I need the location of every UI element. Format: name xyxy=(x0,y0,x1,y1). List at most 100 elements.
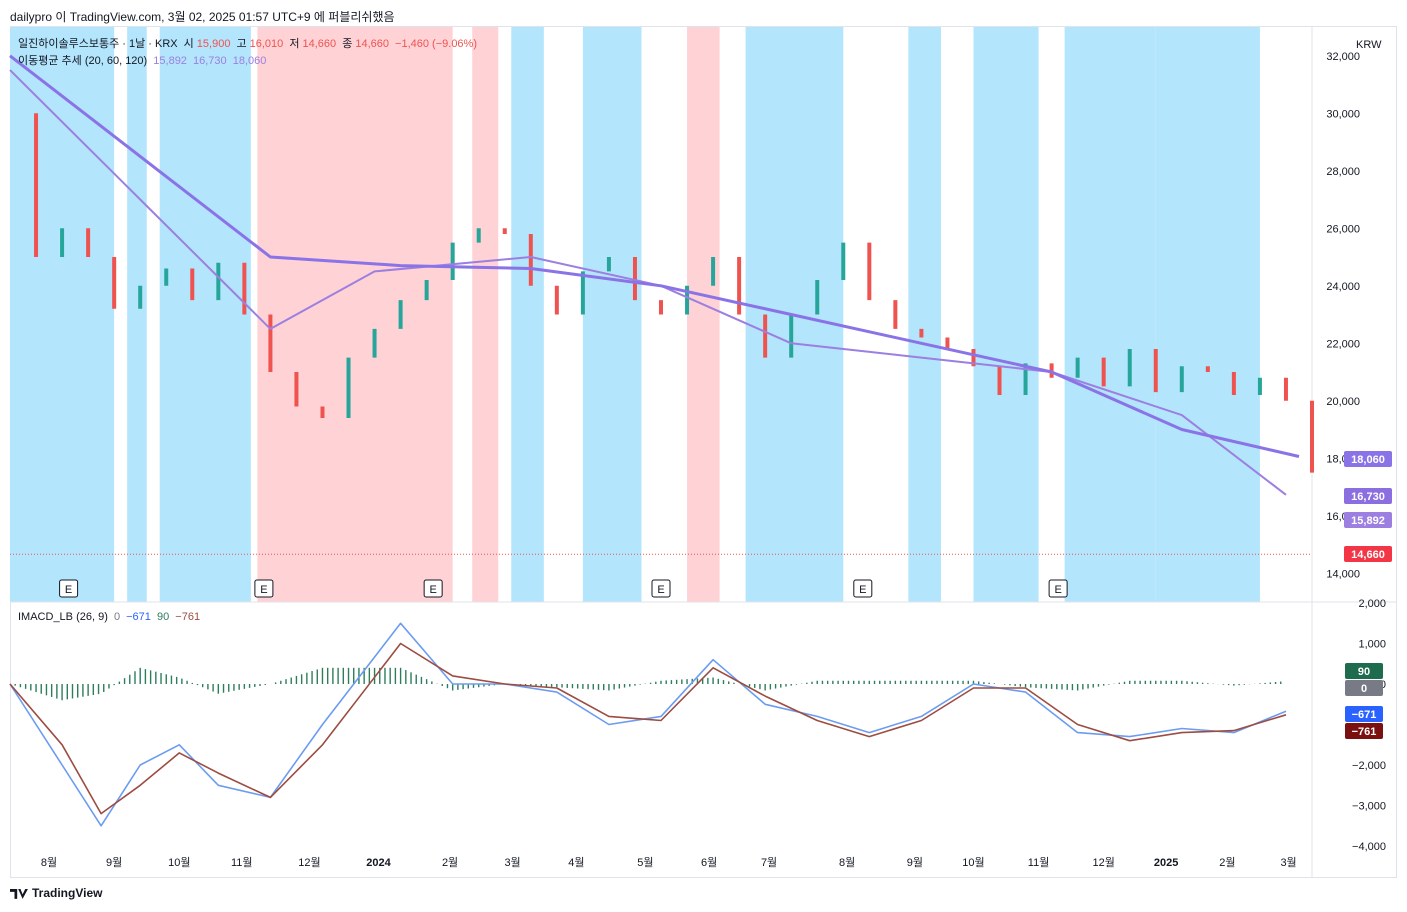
macd-tick-label: −4,000 xyxy=(1352,841,1386,853)
price-candle xyxy=(34,113,39,257)
price-candle xyxy=(867,242,872,301)
price-candle xyxy=(919,328,924,338)
earnings-marker: E xyxy=(429,584,436,596)
x-tick-label: 10월 xyxy=(962,856,984,869)
legend-close: 14,660 xyxy=(355,38,389,50)
ma60-value: 16,730 xyxy=(193,55,227,67)
x-tick-label: 5월 xyxy=(637,856,653,869)
price-candle xyxy=(659,300,663,315)
price-candle xyxy=(1257,377,1262,395)
earnings-marker-box xyxy=(254,579,274,598)
price-candle xyxy=(320,406,325,418)
trend-zone xyxy=(472,27,499,602)
earnings-marker-box xyxy=(853,579,873,598)
price-candle xyxy=(372,328,377,358)
macd-label: IMACD_LB (26, 9) xyxy=(18,611,108,623)
price-axis-label-box xyxy=(1344,488,1392,504)
macd-axis-label: 90 xyxy=(1358,666,1370,678)
price-candle xyxy=(450,242,455,280)
trend-zone xyxy=(511,27,544,602)
price-candle xyxy=(1205,366,1210,372)
price-candle xyxy=(528,234,533,286)
x-tick-label: 9월 xyxy=(907,856,923,869)
trend-zone xyxy=(1155,27,1260,602)
macd-axis-label: −671 xyxy=(1352,709,1377,721)
legend-symbol: 일진하이솔루스보통주 · 1날 · KRX xyxy=(18,38,178,50)
price-candle xyxy=(86,228,91,257)
legend-open-label: 시 xyxy=(183,38,194,50)
ma120-value: 18,060 xyxy=(232,55,267,67)
price-candle xyxy=(1023,363,1028,395)
price-candle xyxy=(945,337,950,349)
x-tick-label: 9월 xyxy=(106,856,122,869)
price-candle xyxy=(815,280,820,315)
trend-zone xyxy=(908,27,941,602)
price-candle xyxy=(1231,372,1236,395)
price-candle xyxy=(1179,366,1184,393)
price-candle xyxy=(138,285,143,309)
price-tick-label: 22,000 xyxy=(1326,338,1360,350)
x-tick-label: 11월 xyxy=(1028,856,1050,869)
legend-high: 16,010 xyxy=(249,38,284,50)
tradingview-footer[interactable]: TradingView xyxy=(10,886,102,900)
legend-open: 15,900 xyxy=(196,38,231,50)
price-candle xyxy=(997,366,1002,395)
price-candle xyxy=(112,257,117,309)
price-candle xyxy=(737,257,742,315)
trend-zone xyxy=(127,27,147,602)
legend-low-label: 저 xyxy=(289,38,300,50)
ma120-line xyxy=(9,54,1300,458)
trend-zone xyxy=(687,27,720,602)
price-legend: 일진하이솔루스보통주 · 1날 · KRX 시 15,900 고 16,010 저 1… xyxy=(18,35,480,51)
price-candle xyxy=(711,257,716,286)
x-tick-label: 2025 xyxy=(1154,857,1178,869)
price-candle xyxy=(242,262,247,315)
price-candle xyxy=(1310,400,1314,473)
macd-hist-value: 90 xyxy=(156,611,170,623)
price-candle xyxy=(502,228,507,234)
price-tick-label: 26,000 xyxy=(1326,223,1360,235)
macd-tick-label: −2,000 xyxy=(1352,760,1386,772)
earnings-marker-box xyxy=(423,579,443,598)
price-candle xyxy=(346,357,351,418)
price-candle xyxy=(190,268,195,301)
price-candle xyxy=(1283,377,1288,401)
macd-signal-value: −761 xyxy=(175,611,201,623)
price-candle xyxy=(1127,349,1132,387)
x-tick-label: 12월 xyxy=(298,856,320,869)
x-tick-label: 3월 xyxy=(1280,856,1296,869)
legend-high-label: 고 xyxy=(236,38,247,50)
trend-zone xyxy=(315,27,356,602)
price-tick-label: 30,000 xyxy=(1326,108,1360,120)
earnings-marker: E xyxy=(1054,584,1061,596)
price-candle xyxy=(893,300,898,329)
trend-zone xyxy=(1064,27,1156,602)
trend-zone xyxy=(10,27,115,602)
price-candle xyxy=(398,300,403,329)
x-tick-label: 6월 xyxy=(701,856,717,869)
price-candle xyxy=(164,268,169,286)
x-tick-label: 11월 xyxy=(231,856,253,869)
price-tick-label: 14,000 xyxy=(1326,568,1360,580)
price-candle xyxy=(580,271,585,315)
price-tick-label: 28,000 xyxy=(1326,166,1360,178)
macd-axis-label-box xyxy=(1345,663,1383,679)
trend-zone xyxy=(355,27,453,602)
earnings-marker: E xyxy=(260,584,267,596)
price-candle xyxy=(476,228,481,243)
price-candle xyxy=(554,285,559,315)
footer-brand: TradingView xyxy=(32,886,103,900)
price-candle xyxy=(216,262,221,301)
x-tick-label: 4월 xyxy=(568,856,584,869)
macd-tick-label: −3,000 xyxy=(1352,801,1386,813)
macd-axis-label-box xyxy=(1345,706,1383,722)
earnings-marker: E xyxy=(65,584,72,596)
earnings-marker-box xyxy=(651,579,671,598)
price-candle xyxy=(763,314,768,358)
price-candle xyxy=(268,314,273,372)
macd-legend: IMACD_LB (26, 9) 0 −671 90 −761 xyxy=(18,611,203,623)
ma-label: 이동평균 추세 (20, 60, 120) xyxy=(18,55,148,67)
earnings-marker-box xyxy=(59,579,79,598)
price-axis-label: 16,730 xyxy=(1351,491,1385,503)
